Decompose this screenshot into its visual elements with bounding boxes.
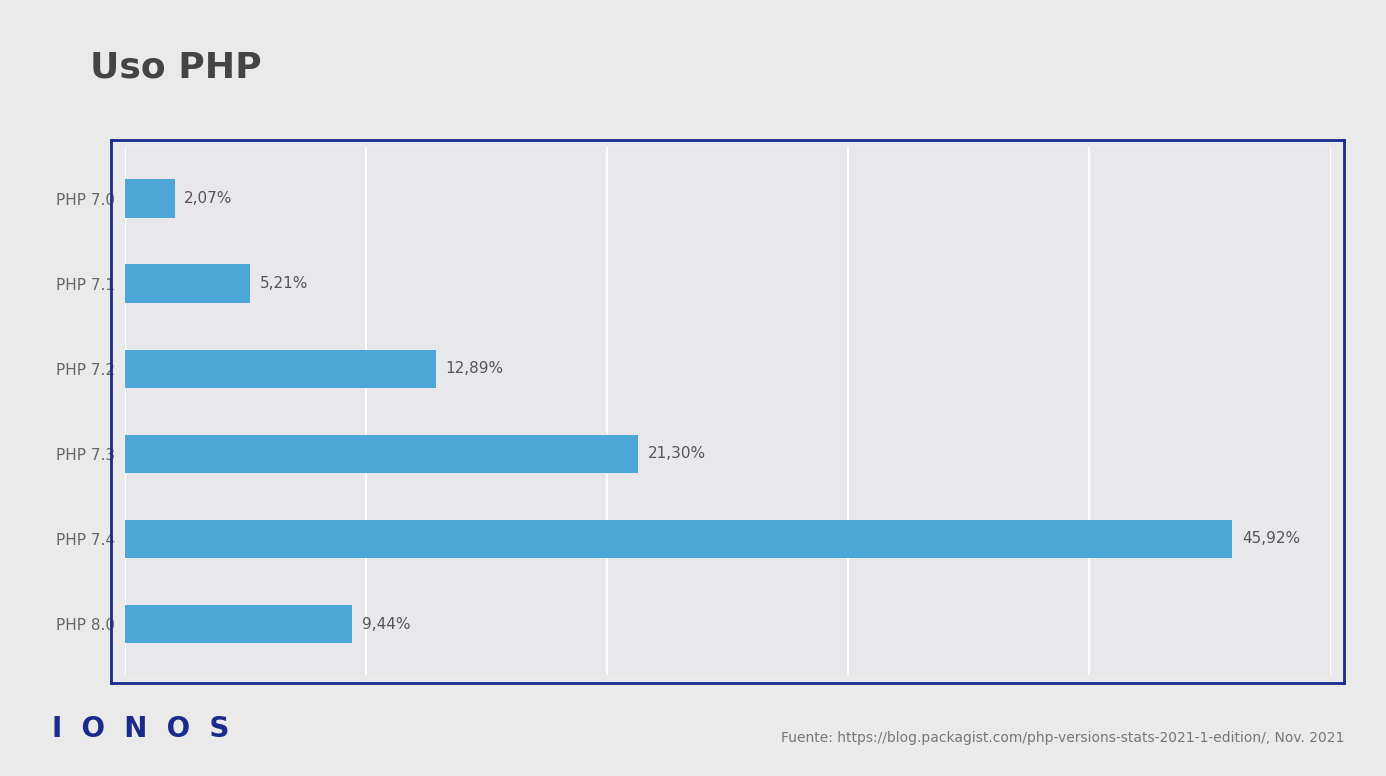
- Bar: [125, 179, 175, 217]
- Text: 2,07%: 2,07%: [184, 191, 233, 206]
- Bar: [125, 520, 1232, 558]
- Text: 45,92%: 45,92%: [1242, 532, 1300, 546]
- Bar: [125, 605, 352, 643]
- Text: 12,89%: 12,89%: [445, 361, 503, 376]
- Text: 21,30%: 21,30%: [649, 446, 707, 462]
- Text: Fuente: https://blog.packagist.com/php-versions-stats-2021-1-edition/, Nov. 2021: Fuente: https://blog.packagist.com/php-v…: [782, 731, 1344, 745]
- Bar: [125, 435, 639, 473]
- Text: I  O  N  O  S: I O N O S: [53, 715, 229, 743]
- Text: Uso PHP: Uso PHP: [90, 50, 262, 85]
- Bar: [125, 265, 251, 303]
- Bar: [125, 349, 435, 388]
- Text: 5,21%: 5,21%: [261, 276, 309, 291]
- Text: 9,44%: 9,44%: [362, 617, 410, 632]
